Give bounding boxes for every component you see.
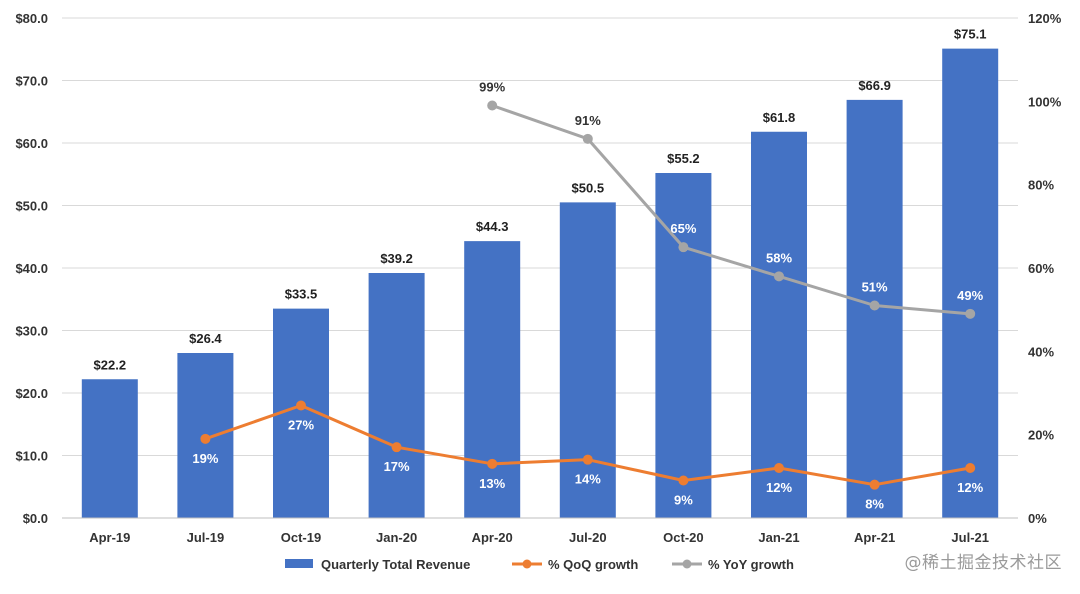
bar-value-label: $44.3 [476,219,509,234]
revenue-bar [655,173,712,518]
legend-qoq: % QoQ growth [512,557,638,572]
growth-lines [200,100,976,490]
qoq-point [582,454,593,465]
x-tick-label: Jul-21 [951,530,989,545]
yoy-value-label: 99% [479,80,505,95]
legend-yoy: % YoY growth [672,557,794,572]
y-left-tick-label: $60.0 [15,136,48,151]
qoq-point [296,400,306,411]
qoq-value-label: 17% [384,459,410,474]
qoq-value-label: 19% [192,451,218,466]
x-tick-label: Jan-20 [376,530,417,545]
yoy-value-label: 49% [957,288,983,303]
yoy-point [774,271,784,282]
qoq-value-label: 12% [957,480,983,495]
bar-value-label: $50.5 [572,180,605,195]
qoq-point [391,442,402,453]
revenue-bar [81,379,138,518]
bar-value-label: $22.2 [94,357,127,372]
yoy-point [487,100,498,111]
bar-value-label: $66.9 [858,78,891,93]
y-right-tick-label: 60% [1028,261,1054,276]
qoq-value-label: 14% [575,472,601,487]
y-left-tick-label: $40.0 [15,261,48,276]
x-tick-label: Apr-21 [854,530,895,545]
bar-value-label: $75.1 [954,27,987,42]
revenue-bars [81,48,999,518]
qoq-point [869,479,880,490]
y-left-tick-label: $30.0 [15,324,48,339]
y-right-tick-label: 100% [1028,94,1062,109]
qoq-point [200,433,211,444]
qoq-value-label: 13% [479,476,505,491]
legend-label: Quarterly Total Revenue [321,557,470,572]
x-tick-label: Oct-19 [281,530,321,545]
legend: Quarterly Total Revenue % QoQ growth % YoY… [285,557,794,572]
legend-label: % YoY growth [708,557,794,572]
yoy-value-label: 65% [670,221,696,236]
revenue-bar [464,241,521,518]
legend-swatch [285,559,313,568]
x-tick-label: Oct-20 [663,530,703,545]
legend-revenue: Quarterly Total Revenue [285,557,470,572]
x-tick-label: Apr-20 [472,530,513,545]
y-left-tick-label: $20.0 [15,386,48,401]
y-right-tick-label: 80% [1028,178,1054,193]
watermark-text: @稀土掘金技术社区 [904,553,1062,573]
bar-value-label: $33.5 [285,287,318,302]
qoq-point [774,463,784,473]
yoy-value-label: 58% [766,250,792,265]
qoq-value-label: 12% [766,480,792,495]
y-left-tick-label: $0.0 [23,511,48,526]
x-tick-label: Jan-21 [758,530,799,545]
y-right-tick-label: 40% [1028,344,1054,359]
revenue-bar [751,131,807,518]
yoy-point [869,300,880,311]
y-left-tick-label: $10.0 [15,449,48,464]
qoq-point [965,463,976,473]
y-left-tick-label: $70.0 [15,74,48,89]
bar-value-label: $61.8 [763,110,796,125]
revenue-bar [368,273,425,518]
y-left-tick-label: $80.0 [15,11,48,26]
qoq-value-label: 8% [865,497,884,512]
legend-marker [522,559,532,569]
bar-value-label: $26.4 [189,331,222,346]
bar-value-label: $55.2 [667,151,700,166]
yoy-point [582,133,593,144]
y-right-tick-label: 20% [1028,428,1054,443]
legend-label: % QoQ growth [548,557,638,572]
yoy-value-label: 91% [575,113,601,128]
x-tick-label: Jul-19 [187,530,225,545]
yoy-value-label: 51% [862,280,888,295]
y-right-tick-label: 120% [1028,11,1062,26]
yoy-point [965,308,976,319]
data-labels: $22.2 $26.4 $33.5 $39.2 $44.3 $50.5 $55.2 $61.8… [94,27,987,512]
qoq-point [678,475,689,486]
y-left-tick-label: $50.0 [15,199,48,214]
yoy-point [678,242,689,253]
revenue-bar [942,48,999,518]
yoy-growth-line [490,104,972,316]
y-right-tick-label: 0% [1028,511,1047,526]
qoq-point [487,458,498,469]
qoq-value-label: 27% [288,418,314,433]
x-tick-label: Apr-19 [89,530,130,545]
revenue-bar [559,202,616,518]
legend-marker [682,559,692,569]
x-tick-label: Jul-20 [569,530,607,545]
qoq-value-label: 9% [674,493,693,508]
bar-value-label: $39.2 [380,251,413,266]
axes: $0.0 $10.0 $20.0 $30.0 $40.0 $50.0 $60.0 $70.0 $… [15,11,1061,545]
